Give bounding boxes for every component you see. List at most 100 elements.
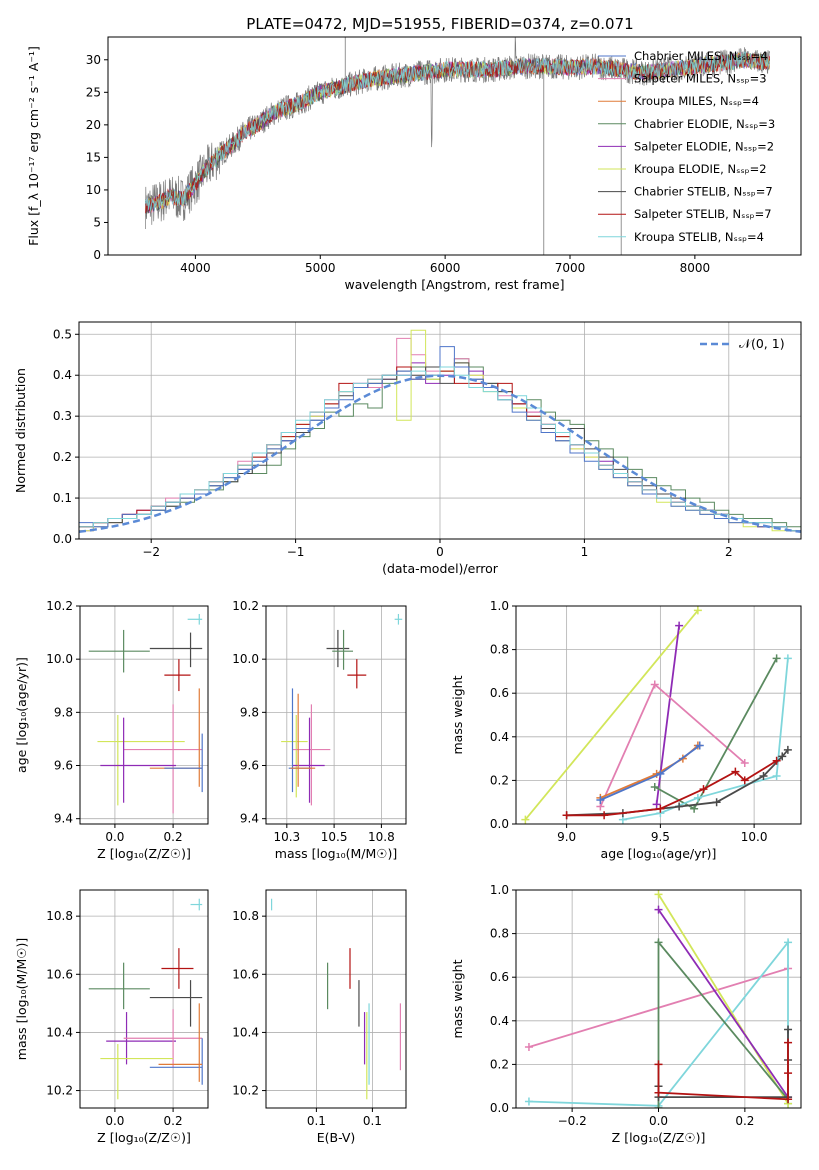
y-tick-label: 10 — [86, 183, 101, 197]
chart-residuals: −2 −1 0 1 2 0.0 0.1 0.2 0.3 0.4 0.5 (data-model)/er… — [13, 321, 802, 576]
weight-marker — [675, 621, 684, 630]
x-tick-label: −1 — [287, 545, 305, 559]
y-tick-label: 10.4 — [46, 1025, 73, 1039]
y-tick-label: 15 — [86, 150, 101, 164]
weight-marker — [654, 1088, 663, 1097]
legend-entry: 𝒩(0, 1) — [739, 336, 785, 351]
plot-area — [516, 606, 801, 824]
errorbar-point-salpeter_stelib — [164, 659, 191, 692]
y-tick-label: 10.6 — [232, 967, 259, 981]
chart-mass_vs_ebv: 0.1 0.1 10.2 10.4 10.6 10.8 E(B-V) — [232, 889, 407, 1145]
y-tick-label: 9.6 — [240, 759, 259, 773]
legend-entry: Salpeter ELODIE, Nₛₛₚ=2 — [634, 139, 774, 153]
errorbar-point-kroupa_elodie — [100, 1044, 174, 1100]
x-axis-label: Z [log₁₀(Z/Z☉)] — [612, 1130, 706, 1145]
y-tick-label: 10.6 — [46, 967, 73, 981]
chart-weight_vs_age: 9.0 9.5 10.0 0.0 0.2 0.4 0.6 0.8 1.0 age [log₁₀(a… — [450, 599, 802, 861]
y-tick-label: 0.5 — [53, 327, 72, 341]
axes-frame — [515, 889, 802, 1109]
x-axis-label: mass [log₁₀(M/M☉)] — [275, 846, 397, 861]
y-tick-label: 10.0 — [232, 652, 259, 666]
weight-line-salpeter_elodie — [657, 909, 789, 1098]
axes-frame — [265, 605, 407, 825]
plot-area — [80, 606, 208, 824]
errorbar-point-salpeter_elodie — [292, 717, 325, 803]
x-tick-label: 10.5 — [321, 830, 348, 844]
weight-marker — [675, 802, 684, 811]
x-axis-label: wavelength [Angstrom, rest frame] — [344, 277, 564, 292]
errorbar-point-kroupa_miles — [158, 1003, 203, 1082]
weight-marker — [772, 654, 781, 663]
y-tick-label: 10.8 — [232, 909, 259, 923]
x-tick-label: 9.0 — [557, 830, 576, 844]
plot-area — [79, 322, 801, 539]
errorbar-point-salpeter_elodie — [100, 717, 176, 803]
errorbar-point-kroupa_stelib — [394, 613, 403, 625]
plot-area — [516, 890, 801, 1108]
x-tick-label: 4000 — [180, 261, 211, 275]
weight-marker — [654, 1060, 663, 1069]
weight-marker — [652, 800, 661, 809]
y-tick-label: 9.8 — [240, 705, 259, 719]
weight-marker — [772, 756, 781, 765]
y-tick-label: 0.2 — [490, 773, 509, 787]
y-tick-label: 5 — [93, 215, 101, 229]
errorbar-point-chabrier_elodie — [88, 629, 150, 673]
y-tick-label: 10.2 — [46, 599, 73, 613]
y-tick-label: 0.2 — [490, 1057, 509, 1071]
axes-frame — [265, 889, 407, 1109]
x-tick-label: 0.1 — [363, 1114, 382, 1128]
legend-entry: Kroupa ELODIE, Nₛₛₚ=2 — [634, 162, 767, 176]
x-tick-label: 0.0 — [649, 1114, 668, 1128]
y-tick-label: 0.4 — [53, 368, 72, 382]
x-tick-label: 10.0 — [741, 830, 768, 844]
legend-entry: Kroupa MILES, Nₛₛₚ=4 — [634, 94, 759, 108]
weight-marker — [759, 772, 768, 781]
errorbar-point-salpeter_miles — [123, 1009, 203, 1068]
y-tick-label: 25 — [86, 85, 101, 99]
x-tick-label: 1 — [581, 545, 589, 559]
weight-line-kroupa_elodie — [524, 609, 699, 821]
y-tick-label: 10.0 — [46, 652, 73, 666]
y-tick-label: 0.4 — [490, 730, 509, 744]
y-tick-label: 0.8 — [490, 643, 509, 657]
y-tick-label: 0.8 — [490, 927, 509, 941]
y-tick-label: 9.4 — [240, 812, 259, 826]
errorbar-point-chabrier_elodie — [332, 629, 354, 670]
weight-marker — [783, 745, 792, 754]
x-axis-label: Z [log₁₀(Z/Z☉)] — [97, 846, 191, 861]
y-tick-label: 0.6 — [490, 686, 509, 700]
weight-marker — [693, 606, 702, 615]
axes-frame — [515, 605, 802, 825]
weight-marker — [784, 1025, 793, 1034]
axes-frame — [79, 889, 209, 1109]
weight-marker — [784, 1095, 793, 1104]
legend-entry: Kroupa STELIB, Nₛₛₚ=4 — [634, 230, 764, 244]
weight-marker — [784, 938, 793, 947]
axes-frame — [79, 605, 209, 825]
normal-curve — [79, 374, 801, 534]
weight-marker — [778, 752, 787, 761]
errorbar-point-kroupa_stelib — [187, 613, 203, 625]
y-tick-label: 9.6 — [54, 759, 73, 773]
y-tick-label: 20 — [86, 118, 101, 132]
y-axis-label: Flux [f_λ 10⁻¹⁷ erg cm⁻² s⁻¹ A⁻¹] — [26, 46, 41, 246]
weight-marker — [740, 758, 749, 767]
plot-area — [80, 890, 208, 1108]
x-axis-label: Z [log₁₀(Z/Z☉)] — [97, 1130, 191, 1145]
x-axis-label: E(B-V) — [317, 1130, 356, 1145]
errorbar-point-chabrier_miles — [288, 688, 312, 793]
x-tick-label: 0.0 — [105, 830, 124, 844]
legend-entry: Chabrier ELODIE, Nₛₛₚ=3 — [634, 117, 775, 131]
x-tick-label: 0.2 — [164, 1114, 183, 1128]
y-tick-label: 0.4 — [490, 1014, 509, 1028]
weight-marker — [524, 1097, 533, 1106]
x-tick-label: 0.0 — [105, 1114, 124, 1128]
weight-marker — [712, 798, 721, 807]
weight-marker — [731, 767, 740, 776]
x-tick-label: 2 — [725, 545, 733, 559]
errorbar-point-kroupa_stelib — [190, 898, 203, 911]
weight-line-chabrier_elodie — [654, 657, 778, 810]
y-tick-label: 0.3 — [53, 409, 72, 423]
